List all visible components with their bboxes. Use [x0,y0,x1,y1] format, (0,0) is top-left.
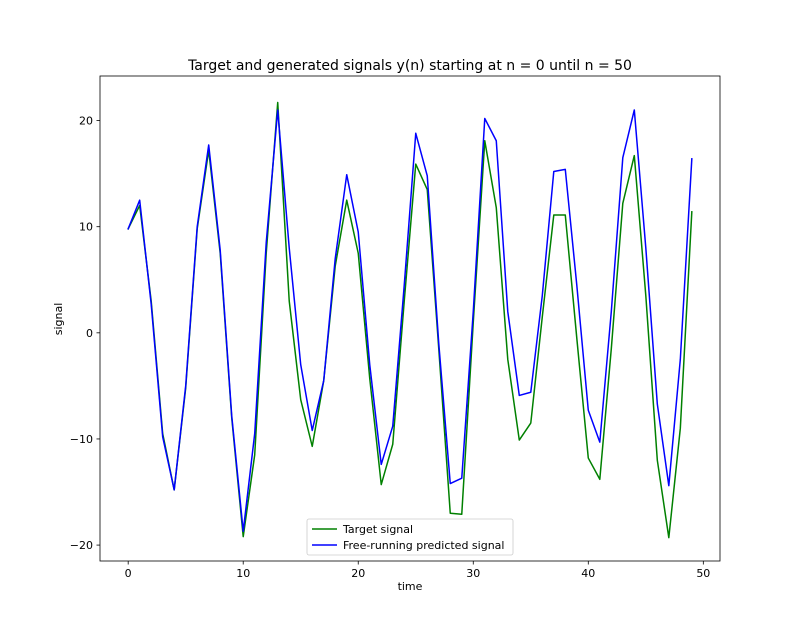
series-line-target [127,101,693,539]
chart-title: Target and generated signals y(n) starti… [187,58,632,74]
x-tick-label: 10 [236,567,250,580]
y-tick-label: 10 [79,221,93,234]
series-line-predicted [127,109,693,533]
y-axis-label: signal [52,303,65,336]
axes-frame [99,75,721,562]
legend-label-predicted: Free-running predicted signal [343,539,504,552]
plot-area: 0 10 20 30 40 50 −20 −10 0 10 20 [70,75,721,580]
y-tick-label: 20 [79,115,93,128]
x-tick-label: 40 [581,567,595,580]
y-tick-label: −10 [70,433,93,446]
x-tick-label: 30 [466,567,480,580]
x-tick-label: 20 [351,567,365,580]
x-axis-label: time [398,580,423,593]
legend: Target signal Free-running predicted sign… [306,518,514,556]
x-tick-label: 0 [125,567,132,580]
y-tick-label: −20 [70,539,93,552]
y-tick-label: 0 [86,327,93,340]
legend-label-target: Target signal [342,523,413,536]
x-tick-label: 50 [696,567,710,580]
legend-box [306,518,514,556]
